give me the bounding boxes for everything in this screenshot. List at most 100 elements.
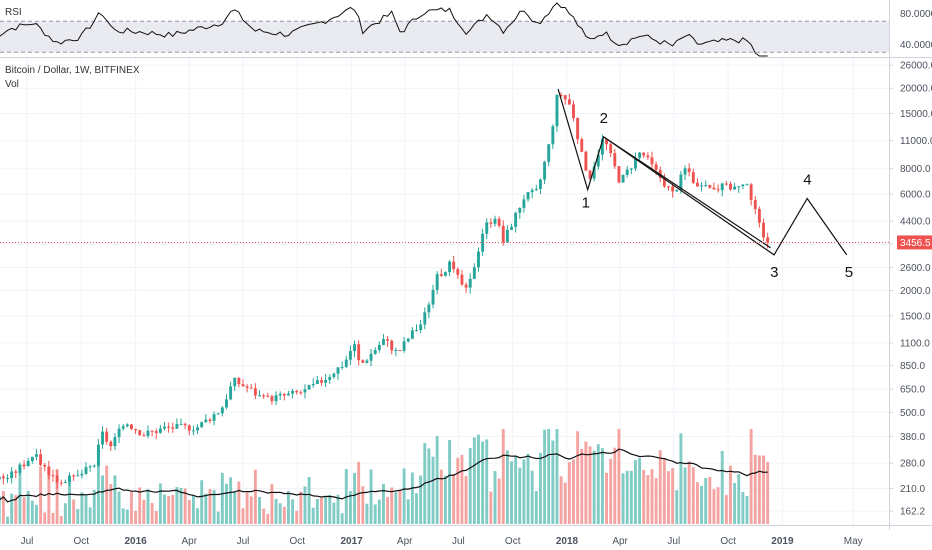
candle-body bbox=[675, 190, 679, 192]
candle-body bbox=[212, 414, 216, 421]
price-axis[interactable]: 162.2 210.0 280.0 380.0 500.0 650.0 850.0 1100.… bbox=[0, 61, 932, 518]
candle-body bbox=[580, 139, 584, 152]
candle-body bbox=[501, 225, 505, 243]
volume-bar bbox=[468, 448, 472, 524]
candle-body bbox=[452, 261, 456, 270]
volume-bar bbox=[658, 450, 662, 524]
candle-body bbox=[749, 184, 753, 201]
candle-body bbox=[741, 184, 745, 187]
candle-body bbox=[125, 424, 129, 427]
candle-body bbox=[55, 475, 59, 483]
volume-bar bbox=[514, 455, 518, 524]
candle-body bbox=[332, 373, 336, 377]
candle-body bbox=[497, 218, 501, 226]
candle-body bbox=[443, 272, 447, 276]
price-tick-label: 15000.0 bbox=[900, 109, 932, 120]
candle-body bbox=[410, 330, 414, 339]
time-axis[interactable]: Jul Oct 2016 Apr Jul Oct 2017 Apr Jul Oct 2018 Apr J… bbox=[21, 536, 863, 547]
candle-body bbox=[538, 179, 542, 189]
time-tick-label: Oct bbox=[505, 536, 521, 547]
volume-bar bbox=[105, 465, 109, 524]
candle-body bbox=[299, 392, 303, 394]
candle-body bbox=[576, 118, 580, 140]
candle-body bbox=[369, 353, 373, 361]
volume-bar bbox=[51, 512, 55, 524]
volume-bar bbox=[361, 486, 365, 524]
candle-body bbox=[278, 393, 282, 396]
candle-body bbox=[51, 475, 55, 477]
candle-body bbox=[679, 174, 683, 191]
candle-body bbox=[88, 466, 92, 468]
candle-body bbox=[72, 475, 76, 477]
volume-bar bbox=[617, 429, 621, 524]
volume-bar bbox=[34, 504, 38, 524]
volume-bar bbox=[460, 454, 464, 524]
volume-bar bbox=[667, 471, 670, 524]
candle-body bbox=[237, 377, 241, 385]
volume-bar bbox=[576, 431, 580, 524]
candle-body bbox=[481, 233, 485, 252]
volume-bar bbox=[348, 491, 352, 524]
volume-bar bbox=[55, 469, 59, 524]
volume-bar bbox=[117, 491, 121, 524]
volume-bar bbox=[84, 494, 88, 524]
volume-bar bbox=[733, 483, 737, 524]
candle-body bbox=[489, 222, 493, 224]
candle-body bbox=[547, 144, 551, 162]
candle-body bbox=[695, 182, 699, 187]
candle-body bbox=[204, 419, 208, 423]
candle-body bbox=[220, 407, 224, 414]
volume-bar bbox=[311, 507, 315, 524]
volume-bar bbox=[225, 483, 228, 524]
volume-bar bbox=[233, 492, 237, 524]
volume-bar bbox=[501, 429, 505, 524]
candle-body bbox=[10, 471, 14, 479]
candle-body bbox=[241, 384, 245, 387]
volume-bar bbox=[745, 495, 749, 524]
candle-body bbox=[572, 104, 575, 119]
volume-bar bbox=[443, 475, 447, 524]
volume-bar bbox=[456, 457, 460, 524]
volume-bar bbox=[150, 503, 154, 524]
volume-bar bbox=[26, 491, 30, 524]
volume-bar bbox=[712, 489, 716, 524]
candle-body bbox=[274, 395, 278, 402]
candle-body bbox=[613, 153, 617, 167]
volume-bar bbox=[307, 477, 311, 524]
volume-bar bbox=[216, 511, 220, 524]
candle-body bbox=[14, 471, 18, 473]
candle-body bbox=[348, 351, 352, 360]
volume-bar bbox=[121, 508, 125, 524]
volume-bar bbox=[377, 499, 381, 524]
volume-bar bbox=[464, 475, 468, 524]
candle-body bbox=[311, 383, 315, 386]
volume-bar bbox=[753, 454, 757, 524]
rsi-tick-label: 80.0000 bbox=[900, 9, 932, 20]
wave-label-2: 2 bbox=[600, 110, 608, 127]
candle-body bbox=[634, 158, 637, 169]
volume-bar bbox=[146, 489, 150, 524]
volume-bar bbox=[526, 453, 530, 524]
volume-bar bbox=[47, 468, 51, 524]
price-tick-label: 11000.0 bbox=[900, 136, 932, 147]
candle-body bbox=[720, 183, 724, 191]
candle-body bbox=[435, 274, 439, 290]
wave-projection[interactable]: 1 2 3 4 5 bbox=[557, 88, 853, 281]
volume-bar bbox=[212, 489, 216, 524]
candle-body bbox=[708, 185, 712, 188]
candle-body bbox=[382, 339, 385, 346]
candle-body bbox=[324, 379, 328, 383]
candle-body bbox=[605, 139, 608, 145]
candle-body bbox=[26, 460, 30, 467]
time-tick-label: Jul bbox=[667, 536, 680, 547]
candle-body bbox=[629, 168, 633, 170]
volume-bar bbox=[245, 492, 249, 524]
volume-bar bbox=[200, 480, 204, 524]
price-tick-label: 20000.0 bbox=[900, 84, 932, 95]
candle-body bbox=[464, 284, 468, 288]
volume-bar bbox=[286, 491, 290, 524]
volume-bar bbox=[249, 496, 253, 524]
volume-bar bbox=[187, 500, 191, 524]
volume-bar bbox=[481, 441, 485, 524]
